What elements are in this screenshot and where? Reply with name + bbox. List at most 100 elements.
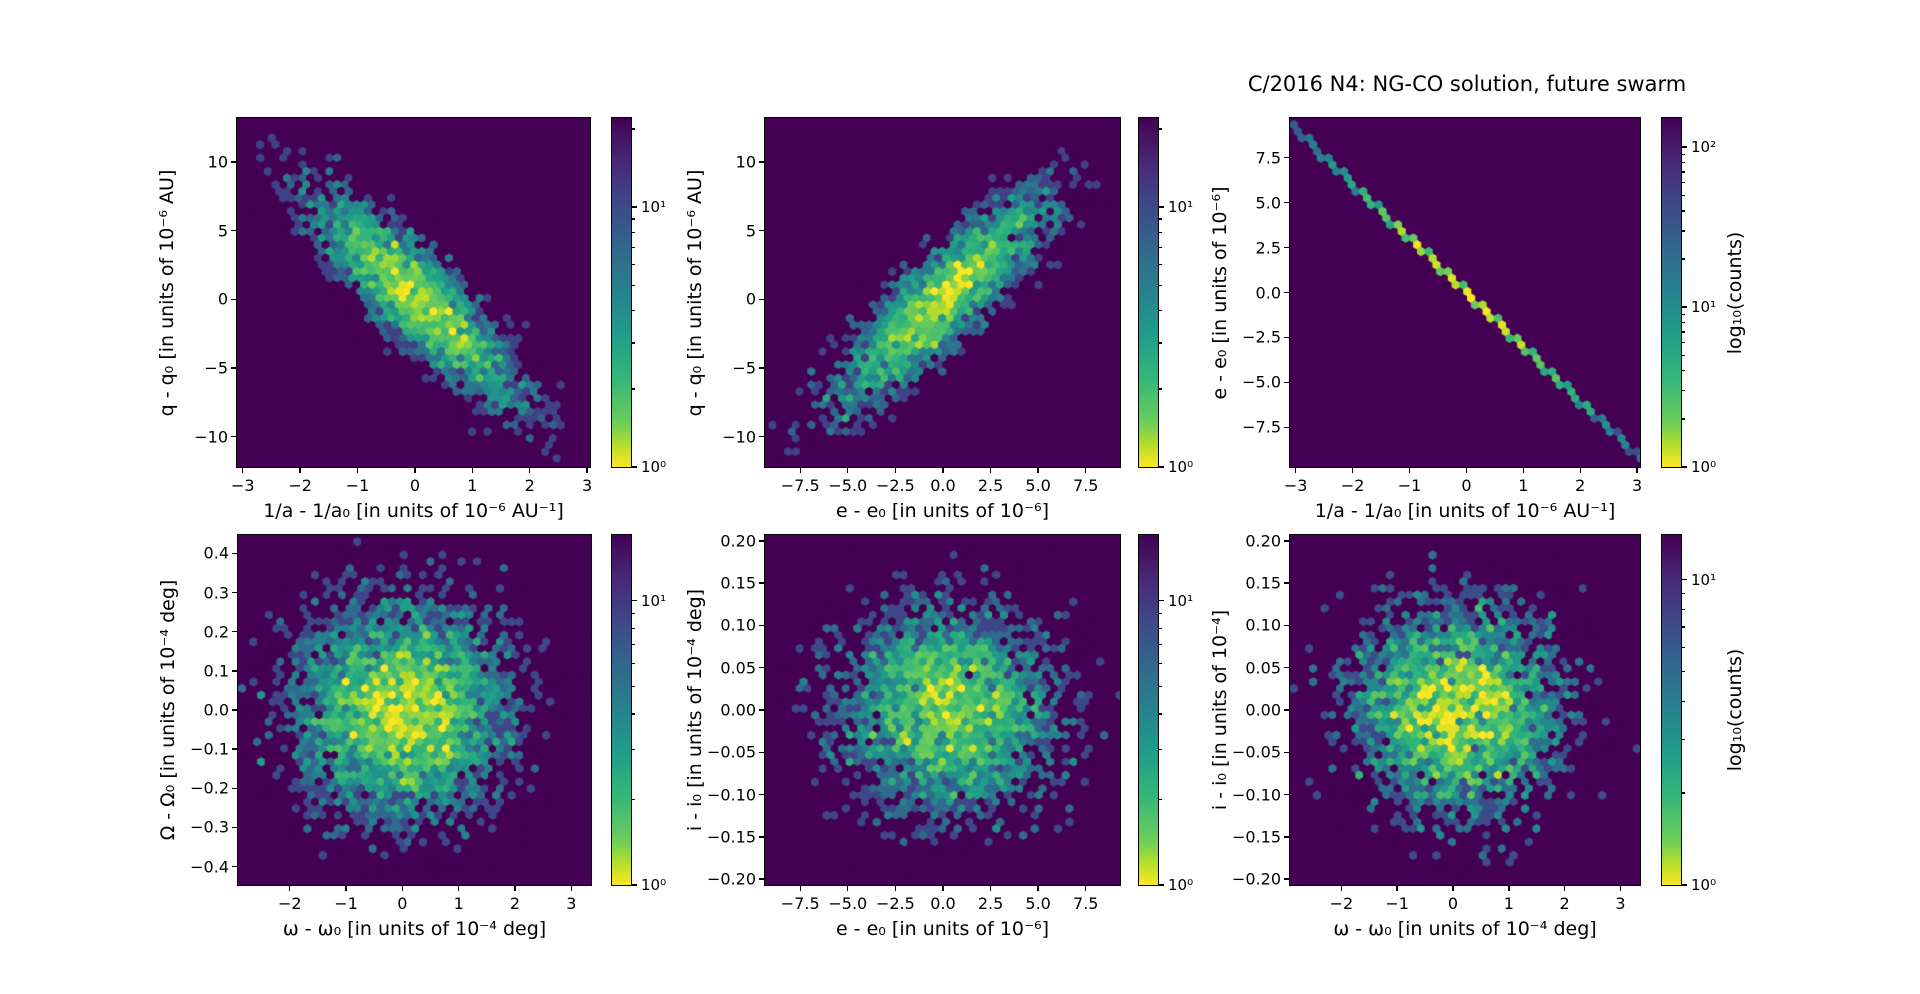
x-tick-mark: [414, 468, 416, 474]
colorbar-minor-tick-mark: [632, 246, 636, 249]
x-tick-mark: [1579, 468, 1581, 474]
y-tick-label: −10: [194, 427, 228, 447]
x-tick-mark: [1396, 886, 1398, 892]
y-tick-mark: [758, 793, 764, 796]
x-tick-label: 2: [1559, 894, 1570, 913]
colorbar-minor-tick-mark: [632, 218, 636, 220]
x-tick-mark: [1508, 886, 1510, 892]
x-tick-mark: [299, 468, 301, 474]
y-tick-label: −5.0: [1242, 372, 1281, 392]
x-tick-mark: [1408, 468, 1411, 474]
y-axis-label: q - q₀ [in units of 10⁻⁶ AU]: [684, 169, 706, 416]
y-tick-label: 0.20: [720, 531, 756, 551]
colorbar-tick-mark: [1159, 206, 1165, 208]
x-tick-label: −2: [1329, 894, 1354, 913]
y-tick-label: 0.1: [203, 661, 229, 681]
colorbar-minor-tick-mark: [1682, 153, 1686, 156]
y-tick-label: −5: [204, 358, 228, 378]
colorbar-tick-mark: [1682, 306, 1688, 308]
y-tick-mark: [1283, 336, 1289, 339]
y-tick-label: −0.20: [706, 869, 756, 889]
x-tick-mark: [942, 886, 944, 892]
x-tick-label: −2: [1340, 476, 1365, 495]
colorbar-minor-tick-mark: [1159, 644, 1163, 646]
y-tick-mark: [231, 748, 237, 750]
x-tick-label: −1: [1397, 476, 1422, 495]
colorbar-tick-label: 10⁰: [1691, 876, 1717, 894]
x-axis-label: 1/a - 1/a₀ [in units of 10⁻⁶ AU⁻¹]: [1314, 500, 1616, 522]
x-tick-mark: [289, 886, 291, 892]
y-tick-mark: [1283, 751, 1289, 753]
y-tick-label: 5.0: [1255, 193, 1281, 213]
colorbar-minor-tick-mark: [1682, 194, 1686, 197]
colorbar-minor-tick-mark: [1159, 748, 1163, 751]
y-tick-label: 7.5: [1255, 148, 1281, 168]
colorbar-tick-mark: [632, 206, 638, 208]
y-tick-label: 5: [745, 221, 756, 241]
colorbar-q_vs_e: [1137, 116, 1159, 468]
x-tick-mark: [514, 886, 516, 892]
y-tick-label: −0.2: [190, 778, 229, 798]
x-tick-label: 2: [509, 894, 521, 913]
y-tick-mark: [231, 787, 237, 789]
colorbar-minor-tick-mark: [632, 342, 636, 344]
hexbin-canvas-Omega_vs_omega: [236, 533, 592, 886]
x-tick-mark: [1563, 886, 1566, 892]
y-tick-mark: [230, 436, 236, 438]
y-tick-mark: [1283, 793, 1289, 796]
colorbar-minor-tick-mark: [632, 231, 636, 233]
x-tick-mark: [799, 886, 801, 892]
colorbar-minor-tick-mark: [1682, 738, 1686, 741]
y-tick-label: 10: [735, 152, 756, 172]
colorbar-minor-tick-mark: [632, 798, 636, 801]
x-tick-label: 3: [566, 894, 577, 913]
x-tick-label: 1: [1518, 476, 1529, 495]
y-tick-mark: [758, 751, 764, 753]
x-tick-label: 1: [453, 894, 464, 913]
y-tick-mark: [1283, 582, 1289, 584]
y-tick-label: 0.2: [203, 622, 229, 642]
colorbar-Omega_vs_omega: [610, 533, 632, 886]
y-tick-label: −0.4: [190, 857, 229, 877]
x-tick-label: 7.5: [1073, 476, 1099, 495]
y-tick-label: −0.05: [706, 742, 756, 762]
x-tick-mark: [586, 468, 588, 474]
x-axis-label: e - e₀ [in units of 10⁻⁶]: [835, 500, 1050, 522]
colorbar-tick-mark: [1159, 466, 1165, 468]
y-tick-mark: [231, 826, 237, 829]
x-tick-mark: [242, 468, 244, 474]
x-tick-mark: [942, 468, 944, 474]
y-tick-mark: [1283, 381, 1289, 384]
x-tick-label: −2.5: [875, 476, 915, 495]
x-tick-mark: [457, 886, 460, 892]
colorbar-minor-tick-mark: [1682, 313, 1686, 316]
y-tick-label: −0.3: [190, 817, 229, 837]
colorbar-minor-tick-mark: [1682, 331, 1686, 333]
colorbar-tick-label: 10⁰: [641, 458, 667, 476]
y-tick-label: 0.3: [203, 583, 229, 603]
y-tick-label: −0.20: [1231, 869, 1281, 889]
colorbar-minor-tick-mark: [1682, 230, 1686, 232]
colorbar-minor-tick-mark: [1159, 128, 1163, 130]
x-tick-label: 2.5: [977, 894, 1004, 913]
colorbar-minor-tick-mark: [632, 644, 636, 646]
y-tick-label: 10: [207, 152, 228, 172]
x-tick-label: −7.5: [780, 894, 820, 913]
colorbar-minor-tick-mark: [1159, 218, 1163, 220]
y-tick-mark: [1283, 709, 1289, 711]
x-tick-mark: [570, 886, 572, 892]
x-tick-mark: [471, 468, 474, 474]
x-tick-mark: [847, 468, 849, 474]
colorbar-minor-tick-mark: [632, 128, 636, 130]
y-tick-mark: [758, 436, 764, 438]
y-tick-mark: [758, 540, 764, 542]
colorbar-e_vs_inv_a: [1660, 116, 1682, 468]
x-tick-label: 0.0: [930, 894, 956, 913]
colorbar-minor-tick-mark: [1682, 792, 1686, 794]
x-tick-mark: [1085, 886, 1087, 892]
colorbar-tick-label: 10¹: [641, 198, 667, 217]
colorbar-minor-tick-mark: [1682, 258, 1686, 260]
colorbar-tick-label: 10¹: [1691, 298, 1717, 317]
colorbar-tick-mark: [1682, 578, 1688, 581]
x-tick-mark: [989, 886, 992, 892]
